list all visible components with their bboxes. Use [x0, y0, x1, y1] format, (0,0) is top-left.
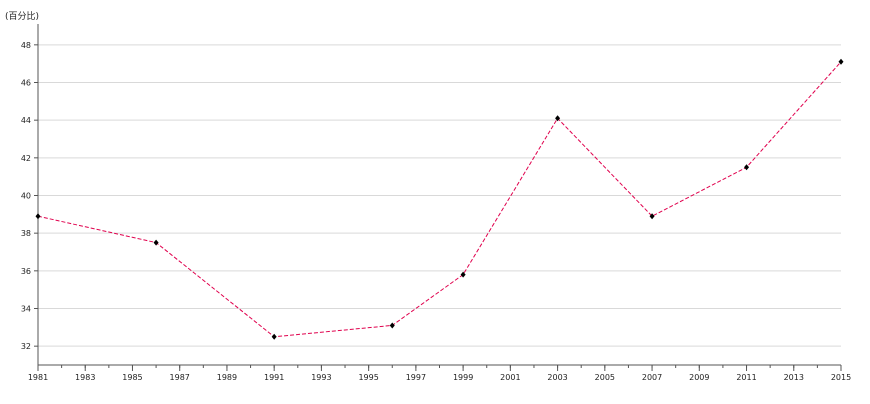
- data-point: [838, 58, 844, 65]
- data-point: [460, 271, 466, 278]
- x-tick-label: 1991: [264, 373, 284, 382]
- y-tick-label: 48: [21, 41, 31, 50]
- x-tick-label: 2013: [784, 373, 804, 382]
- x-tick-label: 1981: [28, 373, 48, 382]
- y-tick-label: 44: [21, 116, 31, 125]
- x-tick-label: 2005: [595, 373, 615, 382]
- y-tick-label: 38: [21, 229, 31, 238]
- x-tick-label: 1989: [217, 373, 237, 382]
- data-point: [649, 213, 655, 220]
- x-tick-label: 1987: [170, 373, 190, 382]
- x-tick-label: 1985: [122, 373, 142, 382]
- data-point: [153, 239, 159, 246]
- data-point: [744, 164, 750, 171]
- x-tick-label: 2001: [500, 373, 520, 382]
- y-tick-label: 34: [21, 305, 31, 314]
- x-tick-label: 2003: [547, 373, 567, 382]
- x-tick-label: 1999: [453, 373, 473, 382]
- x-tick-label: 1983: [75, 373, 95, 382]
- x-tick-label: 1995: [358, 373, 378, 382]
- x-tick-label: 2015: [831, 373, 851, 382]
- data-point: [389, 322, 395, 329]
- x-tick-label: 2011: [736, 373, 756, 382]
- series-line: [37, 61, 842, 338]
- y-tick-label: 32: [21, 342, 31, 351]
- data-point: [271, 333, 277, 340]
- y-tick-label: 42: [21, 154, 31, 163]
- y-tick-label: 40: [21, 192, 31, 201]
- x-tick-label: 2009: [689, 373, 709, 382]
- x-tick-label: 2007: [642, 373, 662, 382]
- x-tick-label: 1993: [311, 373, 331, 382]
- y-axis-label: (百分比): [5, 12, 40, 22]
- y-tick-label: 36: [21, 267, 31, 276]
- data-point: [35, 213, 41, 220]
- x-tick-label: 1997: [406, 373, 426, 382]
- data-point: [555, 115, 561, 122]
- y-tick-label: 46: [21, 79, 31, 88]
